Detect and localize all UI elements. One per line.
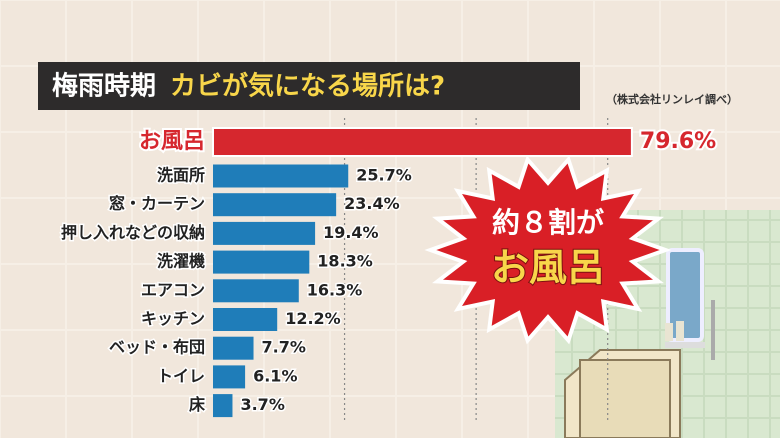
value-label: 23.4% (344, 194, 400, 213)
value-label: 7.7% (262, 338, 306, 357)
category-label: 押し入れなどの収納 (61, 223, 205, 242)
category-label: エアコン (141, 280, 205, 299)
value-label: 18.3% (317, 252, 373, 271)
category-label: ベッド・布団 (109, 338, 205, 357)
bar (213, 250, 310, 274)
bar (213, 336, 254, 360)
callout-text: お風呂 (491, 246, 605, 290)
category-label: 床 (189, 395, 206, 414)
value-label: 25.7% (356, 166, 412, 185)
value-label: 79.6% (640, 129, 716, 154)
bar (213, 164, 349, 188)
category-label: 洗面所 (157, 166, 205, 185)
chart-subtitle: カビが気になる場所は? (170, 71, 445, 102)
callout-text: 約８割が (492, 206, 604, 239)
bar (213, 193, 337, 217)
value-label: 16.3% (307, 280, 363, 299)
category-label: お風呂 (139, 129, 205, 154)
category-label: 窓・カーテン (109, 194, 205, 213)
category-label: 洗濯機 (157, 252, 205, 271)
value-label: 12.2% (285, 309, 341, 328)
value-label: 6.1% (253, 366, 297, 385)
bar (212, 127, 633, 157)
bar (213, 394, 233, 418)
chart-title: 梅雨時期 (52, 71, 156, 102)
bar (213, 308, 278, 331)
source: （株式会社リンレイ調べ） (606, 92, 738, 106)
category-label: トイレ (157, 366, 205, 385)
title-box (38, 62, 580, 110)
bar (213, 221, 316, 245)
bar (213, 365, 246, 389)
value-label: 19.4% (323, 223, 379, 242)
category-label: キッチン (141, 309, 205, 328)
bar (213, 279, 299, 303)
callout-burst (424, 155, 672, 345)
value-label: 3.7% (240, 395, 284, 414)
